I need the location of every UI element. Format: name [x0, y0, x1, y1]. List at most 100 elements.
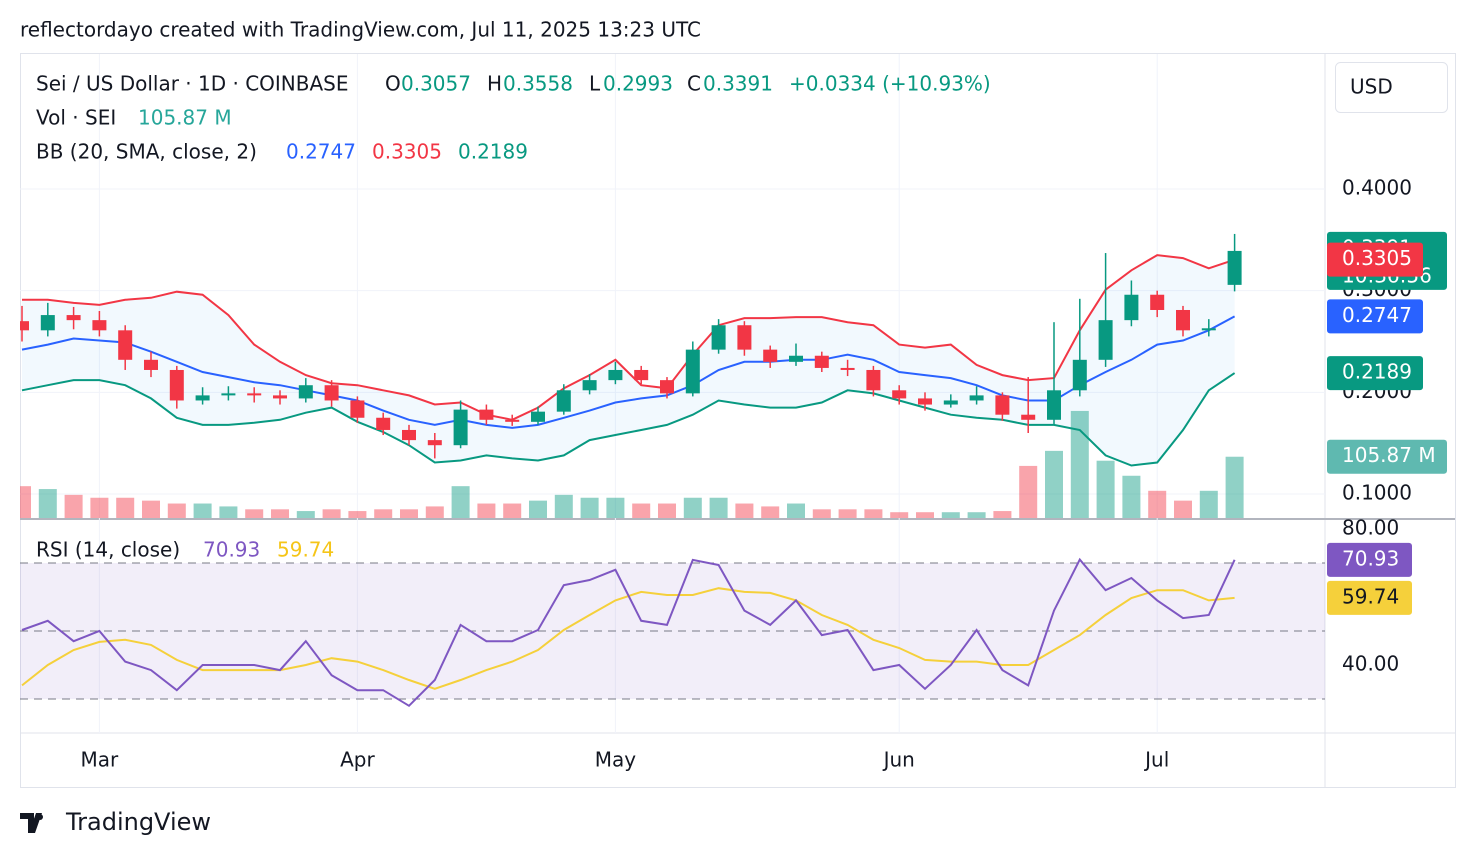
candle-body	[789, 355, 803, 362]
rsi-ma-value: 59.74	[277, 538, 334, 562]
l-label: L	[589, 72, 601, 96]
candle-body	[169, 369, 184, 401]
bb-fill	[22, 255, 1235, 466]
frame	[20, 53, 1456, 788]
low-value: 0.2993	[603, 72, 673, 96]
x-tick-label: Apr	[340, 748, 375, 772]
volume-bar	[1174, 500, 1192, 518]
change: +0.0334 (+10.93%)	[789, 72, 991, 96]
candle-body	[1021, 414, 1036, 420]
badge-label: 0.3305	[1342, 246, 1412, 270]
close-value: 0.3391	[703, 72, 773, 96]
candle-body	[350, 400, 365, 418]
logo: TradingView	[20, 808, 211, 836]
x-tick-label: Mar	[81, 748, 120, 772]
price-pane	[20, 233, 1244, 518]
volume-bar	[219, 506, 238, 518]
volume-bar	[529, 500, 547, 518]
candle-body	[918, 398, 932, 405]
volume-bar	[90, 497, 109, 518]
volume-bar	[374, 509, 393, 518]
volume-bar	[1070, 410, 1089, 518]
logo-mark	[20, 813, 42, 833]
volume-bar	[941, 512, 960, 518]
candle-body	[479, 409, 494, 420]
volume-bar	[1045, 450, 1063, 518]
candle-body	[376, 417, 391, 430]
x-tick-label: May	[595, 748, 637, 772]
candle-body	[840, 367, 855, 370]
candle-body	[1047, 390, 1061, 420]
candle-body	[608, 369, 623, 381]
rsi-name: RSI (14, close)	[36, 538, 180, 562]
volume-bar	[1148, 490, 1167, 518]
volume-bar	[1096, 460, 1115, 518]
volume-bar	[1225, 456, 1244, 518]
candle-body	[195, 395, 210, 401]
vol-name: Vol · SEI	[36, 106, 116, 130]
badge-label: 59.74	[1342, 584, 1399, 608]
candle-body	[273, 395, 287, 399]
c-label: C	[687, 72, 701, 96]
volume-bar	[64, 494, 83, 518]
badge-label: 0.2747	[1342, 303, 1412, 327]
volume-bar	[348, 511, 367, 518]
candle-body	[221, 393, 236, 396]
candle-body	[505, 419, 520, 422]
x-tick-label: Jul	[1143, 748, 1169, 772]
price-badge	[1327, 299, 1423, 334]
candle-body	[324, 385, 339, 401]
bb-mid-line	[21, 315, 1236, 429]
rsi-pane	[20, 557, 1325, 708]
volume-bar	[425, 506, 444, 518]
volume-bar	[812, 509, 831, 518]
candle-body	[763, 349, 778, 362]
badge-label: 0.2189	[1342, 360, 1412, 384]
bb-name: BB (20, SMA, close, 2)	[36, 140, 257, 164]
candle-body	[40, 315, 55, 331]
volume-bar	[606, 497, 625, 518]
price-badge	[1327, 242, 1423, 277]
rsi-tick-label: 40.00	[1342, 652, 1399, 676]
candle-body	[660, 380, 674, 394]
candle-body	[582, 380, 597, 391]
volume-bar	[554, 494, 573, 518]
volume-bar	[503, 503, 522, 518]
bb-lower-value: 0.2189	[458, 140, 528, 164]
candle-body	[866, 369, 881, 391]
volume-bar	[683, 497, 702, 518]
open-value: 0.3057	[401, 72, 471, 96]
candle-body	[1150, 294, 1165, 310]
volume-bar	[271, 509, 289, 518]
currency-button[interactable]	[1335, 62, 1448, 113]
volume-bar	[167, 503, 186, 518]
candle-body	[1227, 250, 1242, 285]
volume-bar	[1199, 490, 1218, 518]
volume-bar	[38, 489, 57, 518]
candle-body	[531, 411, 545, 422]
rsi-value: 70.93	[203, 538, 260, 562]
volume-bar	[142, 500, 160, 518]
h-label: H	[487, 72, 502, 96]
y-tick-label: 0.4000	[1342, 175, 1412, 199]
bb-upper-value: 0.3305	[372, 140, 442, 164]
o-label: O	[385, 72, 401, 96]
candle-body	[20, 321, 29, 331]
volume-bar	[1019, 465, 1038, 518]
candle-body	[1098, 320, 1113, 360]
candle-body	[711, 325, 726, 350]
candle-body	[634, 369, 649, 381]
currency[interactable]: USD	[1350, 75, 1393, 99]
volume-bar	[890, 512, 909, 518]
volume-bar	[322, 509, 341, 518]
candle-body	[1072, 359, 1087, 391]
volume-bar	[116, 497, 135, 518]
legend: Sei / US Dollar · 1D · COINBASE O 0.3057…	[36, 72, 991, 562]
price-badge	[1327, 439, 1447, 474]
candle-body	[1124, 294, 1139, 321]
candle-body	[453, 409, 468, 446]
volume-bar	[735, 503, 754, 518]
volume-bar	[477, 503, 496, 518]
